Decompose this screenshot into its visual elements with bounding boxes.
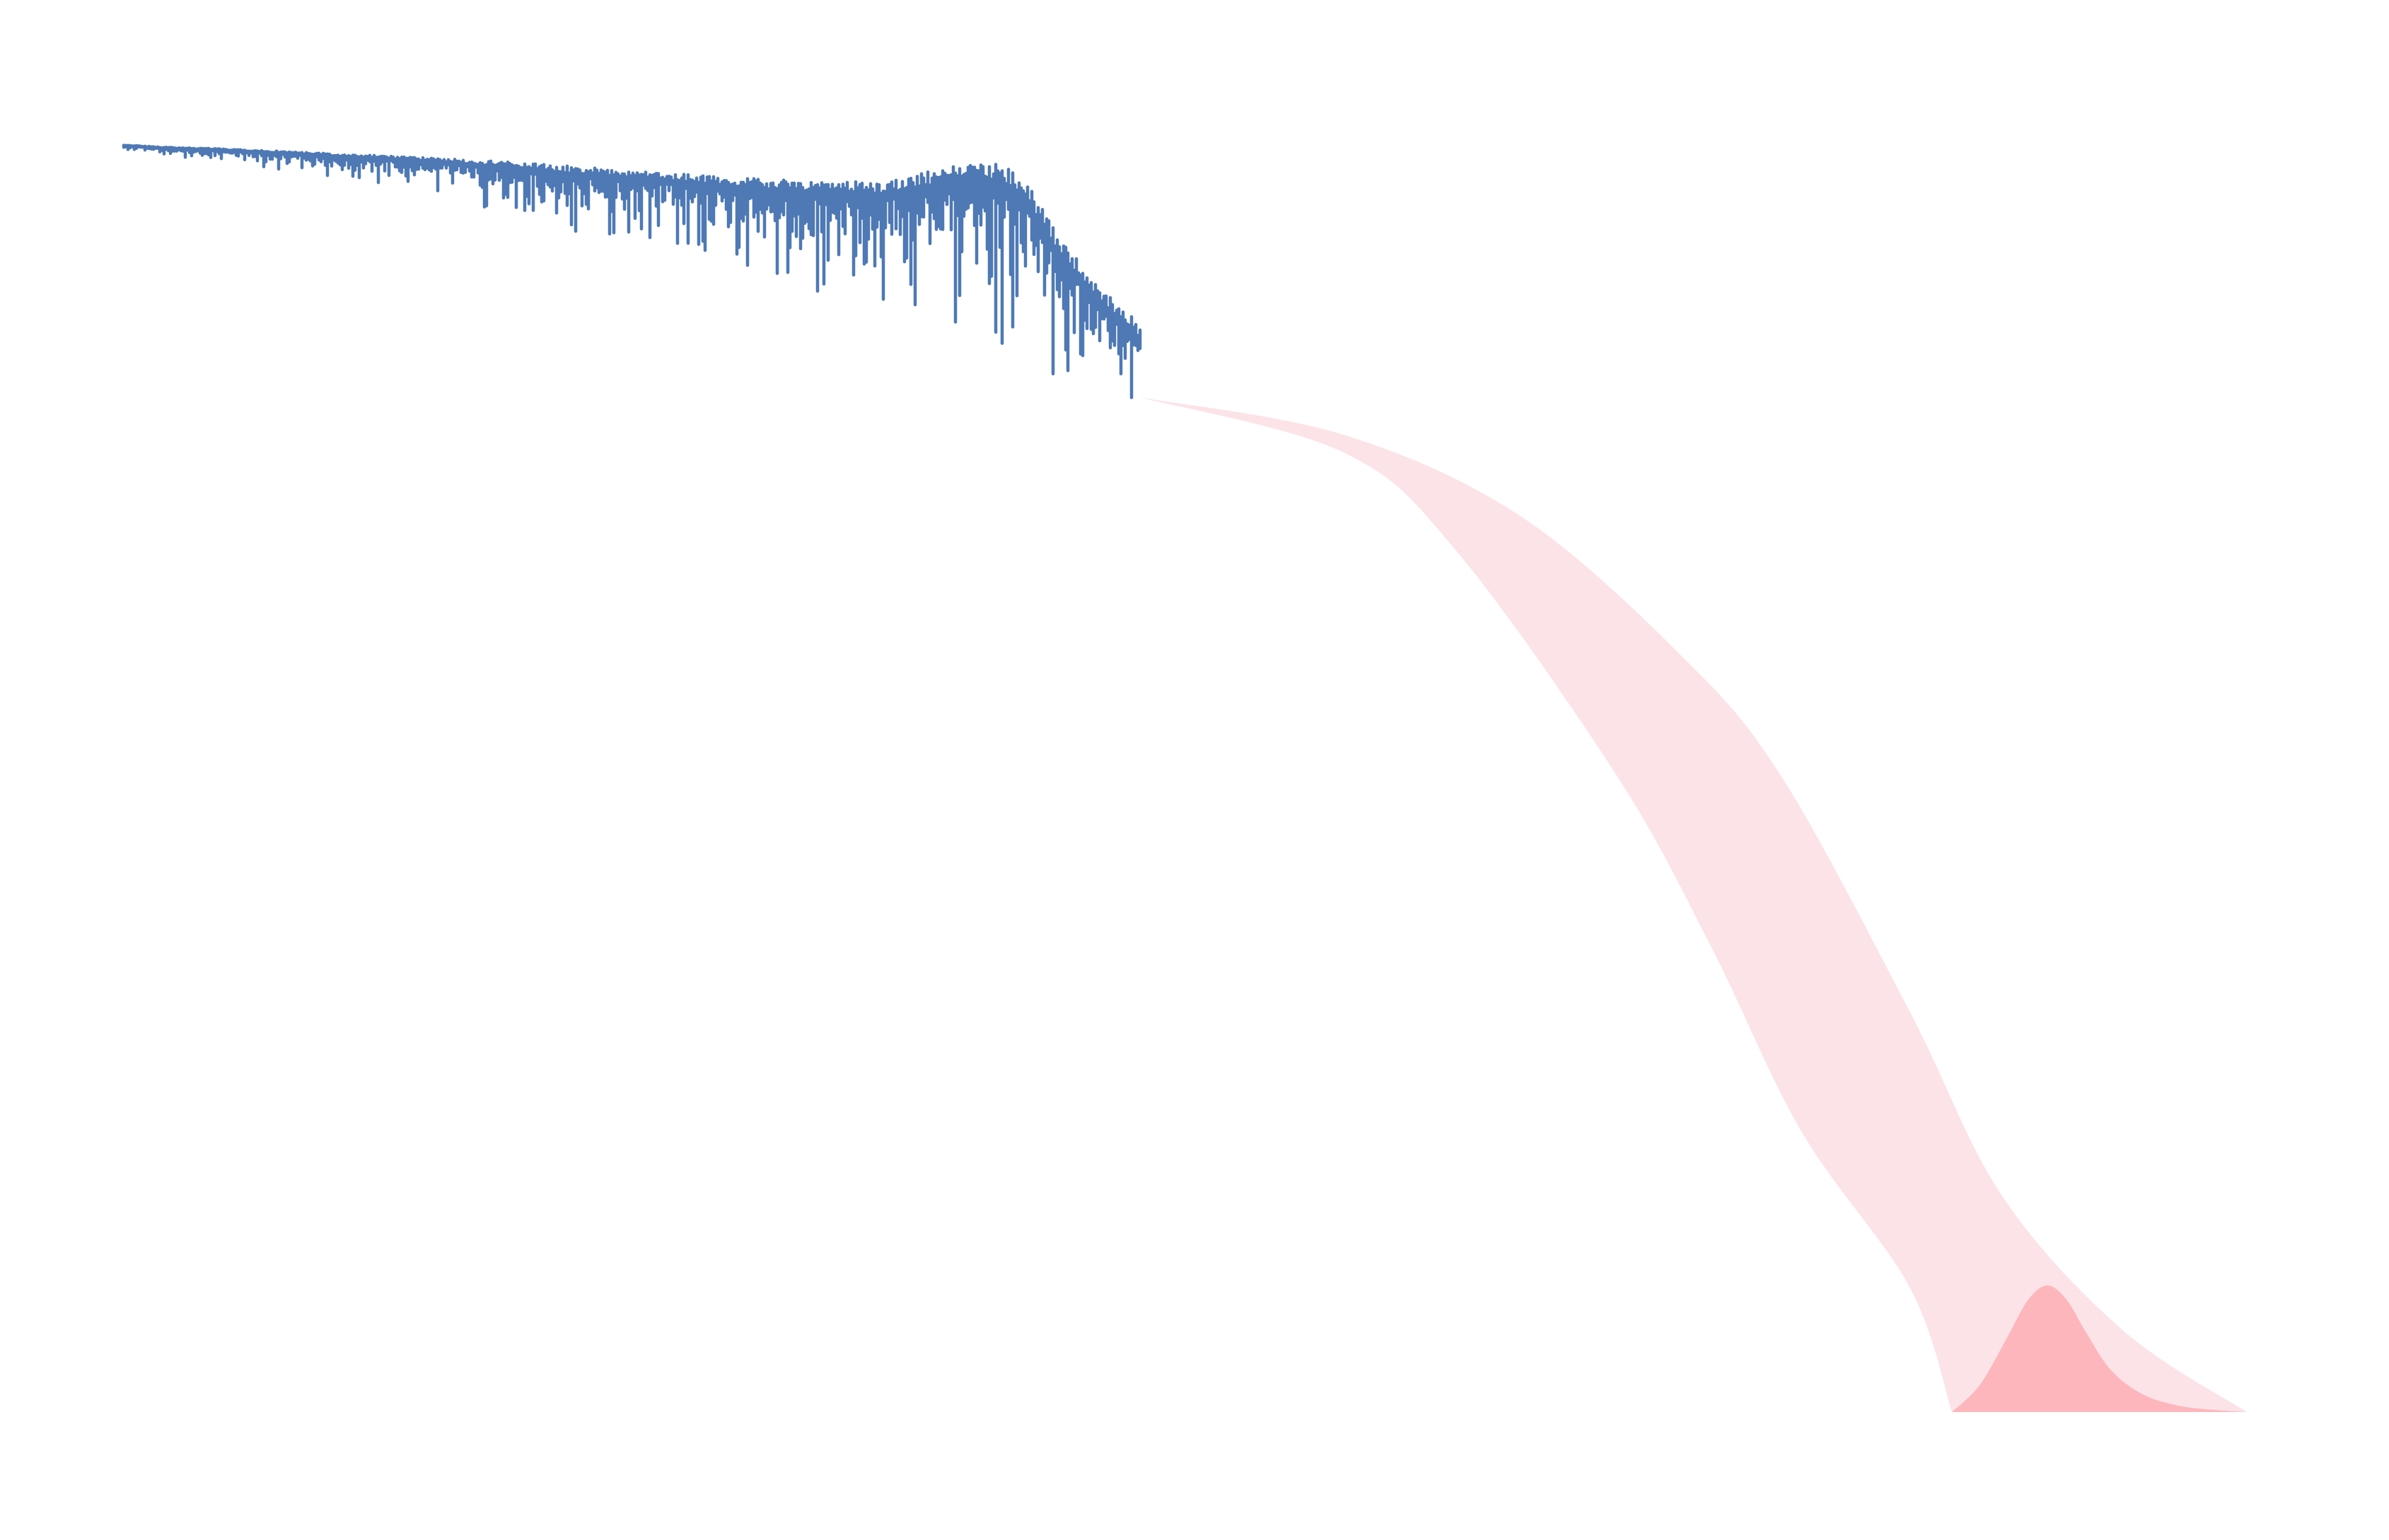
terminal-distribution-area [1952,1285,2247,1412]
forecast-cone-area [1140,397,2247,1412]
observed-series-line [122,144,1142,399]
